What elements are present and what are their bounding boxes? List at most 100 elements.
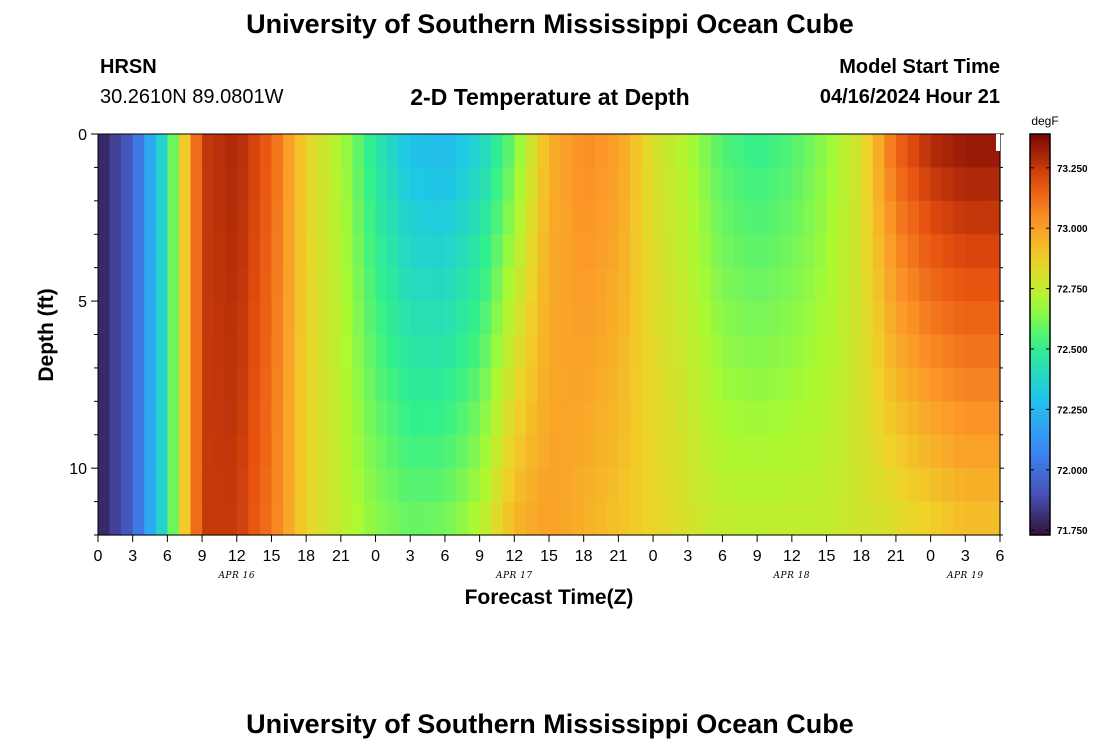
heatmap-cell xyxy=(259,234,273,269)
model-start-label: Model Start Time xyxy=(839,56,1000,78)
heatmap-cell xyxy=(734,267,747,302)
heatmap-cell xyxy=(814,200,828,235)
plot-corner-marker xyxy=(996,134,1000,151)
heatmap-cell xyxy=(248,301,261,336)
heatmap-cell xyxy=(213,234,226,269)
heatmap-cell xyxy=(884,434,897,469)
heatmap-cell xyxy=(421,267,434,302)
heatmap-cell xyxy=(306,134,319,169)
heatmap-cell xyxy=(849,401,862,436)
heatmap-cell xyxy=(618,334,631,369)
heatmap-cell xyxy=(768,167,781,202)
heatmap-cell xyxy=(317,334,330,369)
heatmap-cell xyxy=(167,234,180,269)
heatmap-cell xyxy=(248,367,261,402)
heatmap-cell xyxy=(410,367,423,402)
heatmap-cell xyxy=(479,468,492,503)
heatmap-cell xyxy=(942,167,955,202)
heatmap-cell xyxy=(838,167,851,202)
x-tick-label: 0 xyxy=(94,548,103,565)
heatmap-cell xyxy=(687,501,700,536)
heatmap-cell xyxy=(780,234,793,269)
heatmap-cell xyxy=(537,301,550,336)
heatmap-cell xyxy=(387,167,400,202)
heatmap-cell xyxy=(849,301,862,336)
heatmap-cell xyxy=(329,134,342,169)
heatmap-cell xyxy=(745,468,758,503)
heatmap-cell xyxy=(861,200,874,235)
heatmap-cell xyxy=(283,434,296,469)
heatmap-cell xyxy=(144,267,157,302)
heatmap-cell xyxy=(687,434,700,469)
heatmap-cell xyxy=(190,167,203,202)
heatmap-cell xyxy=(236,200,249,235)
heatmap-cell xyxy=(965,301,978,336)
heatmap-cell xyxy=(421,401,434,436)
heatmap-cell xyxy=(734,367,747,402)
heatmap-cell xyxy=(178,501,192,536)
heatmap-cell xyxy=(213,301,226,336)
heatmap-cell xyxy=(109,267,122,302)
heatmap-cell xyxy=(953,367,966,402)
heatmap-cell xyxy=(421,334,434,369)
heatmap-cell xyxy=(884,401,897,436)
heatmap-cell xyxy=(745,401,758,436)
heatmap-cell xyxy=(132,301,145,336)
heatmap-cell xyxy=(618,134,631,169)
heatmap-cell xyxy=(757,200,770,235)
x-tick-label: 0 xyxy=(649,548,658,565)
heatmap-cell xyxy=(791,200,805,235)
heatmap-cell xyxy=(653,334,666,369)
heatmap-cell xyxy=(757,501,770,536)
heatmap-cell xyxy=(722,234,735,269)
date-label: APR 19 xyxy=(946,571,984,581)
heatmap-cell xyxy=(768,267,781,302)
heatmap-cell xyxy=(826,367,839,402)
heatmap-cell xyxy=(98,167,111,202)
heatmap-cell xyxy=(572,301,585,336)
heatmap-cell xyxy=(595,267,608,302)
heatmap-cell xyxy=(606,200,619,235)
heatmap-cell xyxy=(514,401,527,436)
heatmap-cell xyxy=(791,468,805,503)
heatmap-cell xyxy=(641,468,654,503)
heatmap-cell xyxy=(930,468,943,503)
heatmap-cell xyxy=(872,267,885,302)
heatmap-cell xyxy=(687,167,700,202)
heatmap-cell xyxy=(225,468,238,503)
heatmap-cell xyxy=(699,200,712,235)
heatmap-cell xyxy=(132,367,145,402)
heatmap-cell xyxy=(664,468,677,503)
heatmap-cell xyxy=(722,267,735,302)
heatmap-cell xyxy=(942,401,955,436)
heatmap-cell xyxy=(375,501,388,536)
heatmap-cell xyxy=(872,367,885,402)
heatmap-cell xyxy=(502,501,515,536)
heatmap-cell xyxy=(814,434,828,469)
heatmap-cell xyxy=(953,401,966,436)
heatmap-cell xyxy=(398,334,411,369)
heatmap-cell xyxy=(190,234,203,269)
heatmap-cell xyxy=(491,468,504,503)
heatmap-cell xyxy=(768,367,781,402)
heatmap-cell xyxy=(387,468,400,503)
heatmap-cell xyxy=(98,501,111,536)
heatmap-cell xyxy=(849,334,862,369)
heatmap-cell xyxy=(664,401,677,436)
heatmap-cell xyxy=(213,167,226,202)
heatmap-cell xyxy=(549,468,562,503)
heatmap-cell xyxy=(225,434,238,469)
heatmap-cell xyxy=(780,267,793,302)
heatmap-cell xyxy=(144,468,157,503)
heatmap-cell xyxy=(849,367,862,402)
heatmap-cell xyxy=(479,267,492,302)
heatmap-cell xyxy=(653,501,666,536)
heatmap-cell xyxy=(861,234,874,269)
heatmap-cell xyxy=(988,367,1001,402)
heatmap-cell xyxy=(225,267,238,302)
heatmap-cell xyxy=(537,167,550,202)
heatmap-cell xyxy=(525,501,539,536)
heatmap-cell xyxy=(375,367,388,402)
heatmap-cell xyxy=(653,200,666,235)
heatmap-cell xyxy=(549,501,562,536)
